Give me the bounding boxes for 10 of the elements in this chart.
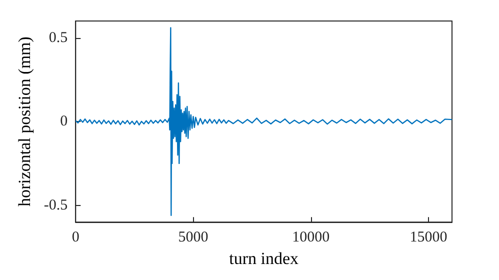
y-tick-label: 0.5 bbox=[48, 30, 68, 46]
y-tick-label: -0.5 bbox=[44, 197, 68, 214]
line-series bbox=[75, 27, 453, 216]
x-axis-title: turn index bbox=[229, 249, 300, 268]
x-tick-label: 10000 bbox=[292, 230, 330, 246]
y-axis-title: horizontal position (mm) bbox=[15, 36, 34, 207]
x-tick-label: 15000 bbox=[410, 230, 448, 246]
x-tick-label: 5000 bbox=[178, 230, 208, 246]
y-tick-label: 0 bbox=[60, 114, 68, 130]
x-tick-label: 0 bbox=[72, 230, 80, 246]
